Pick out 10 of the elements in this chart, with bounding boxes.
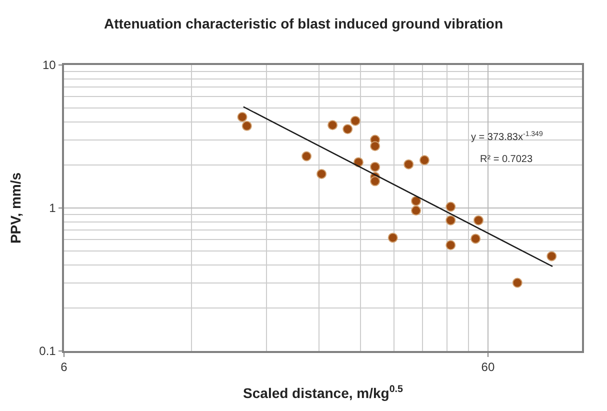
- annotation: y = 373.83x$^{-1.349}$: [471, 131, 543, 144]
- y-tick-label: 10: [42, 58, 56, 72]
- y-axis-title: PPV, mm/s: [7, 172, 24, 244]
- x-tick-label: 60: [481, 360, 495, 374]
- annotation: R² = 0.7023: [480, 154, 533, 165]
- y-tick-label: 1: [49, 201, 56, 216]
- chart-title: Attenuation characteristic of blast induced ground vibration: [104, 15, 504, 32]
- y-tick-label: 0.1: [39, 344, 56, 358]
- x-axis-title: Scaled distance, m/kg$^{0.5}$: [243, 384, 404, 401]
- x-tick-label: 6: [60, 360, 68, 374]
